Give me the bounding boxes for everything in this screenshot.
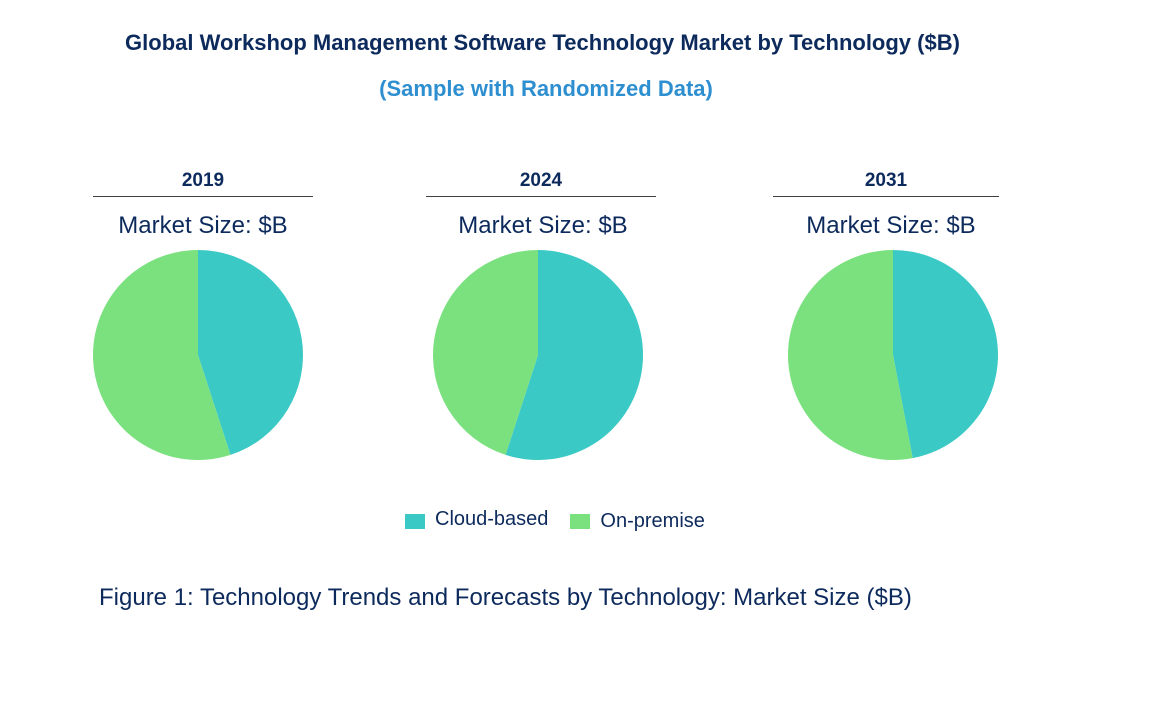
pie-slice-2031-cloud-based	[893, 250, 999, 459]
market-size-label-2031: Market Size: $B	[806, 212, 976, 239]
pie-slice-2019-on-premise	[92, 250, 231, 460]
legend-swatch-cloud-based	[405, 514, 425, 529]
pie-slice-2031-on-premise	[788, 250, 913, 460]
pie-slice-2024-cloud-based	[505, 250, 643, 460]
legend-label-on-premise: On-premise	[600, 510, 705, 532]
pie-year-2019: 2019	[93, 170, 313, 197]
pie-year-2031: 2031	[773, 170, 999, 197]
chart-title: Global Workshop Management Software Tech…	[125, 30, 960, 55]
legend-swatch-on-premise	[570, 514, 591, 529]
pie-slice-2024-on-premise	[433, 250, 538, 455]
chart-subtitle: (Sample with Randomized Data)	[379, 76, 713, 101]
pie-slice-2019-cloud-based	[198, 250, 303, 455]
figure-caption: Figure 1: Technology Trends and Forecast…	[99, 584, 912, 611]
market-size-label-2019: Market Size: $B	[118, 212, 288, 239]
legend: Cloud-based On-premise	[405, 508, 705, 533]
pie-year-2024: 2024	[426, 170, 656, 197]
legend-label-cloud-based: Cloud-based	[435, 508, 549, 530]
market-size-label-2024: Market Size: $B	[458, 212, 628, 239]
